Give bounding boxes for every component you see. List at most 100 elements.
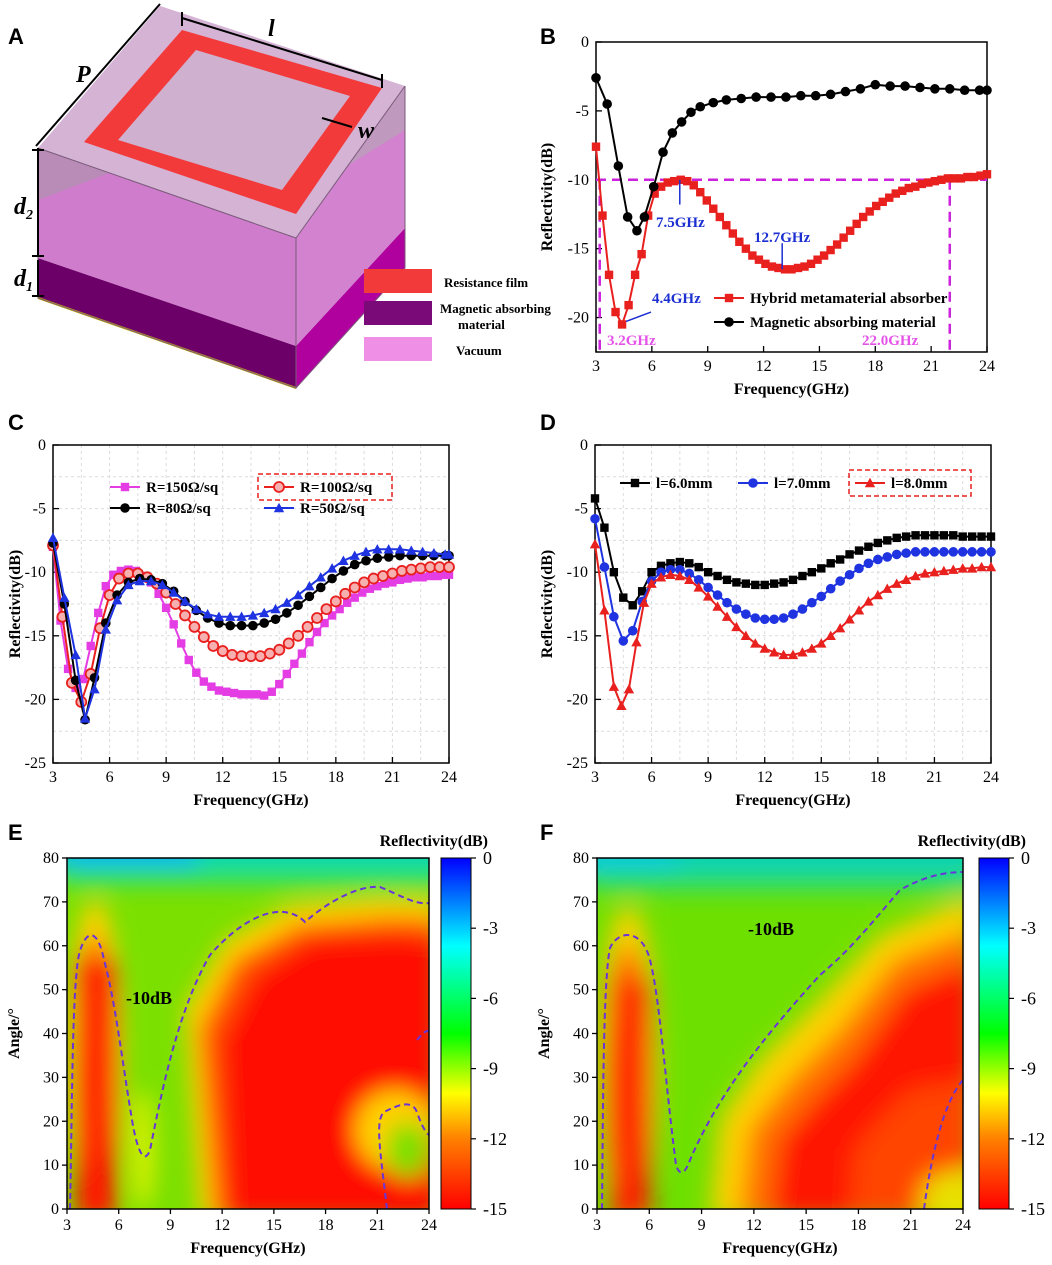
data-point xyxy=(225,611,236,621)
data-point xyxy=(712,590,723,600)
data-point xyxy=(169,620,178,629)
data-point xyxy=(852,219,861,229)
data-point xyxy=(229,688,239,698)
data-point xyxy=(901,548,911,558)
data-point xyxy=(202,608,213,619)
data-point xyxy=(810,90,821,101)
x-tick-label: 24 xyxy=(421,1217,437,1234)
data-point xyxy=(787,265,796,274)
data-point xyxy=(304,591,315,602)
x-tick-label: 21 xyxy=(923,358,939,375)
data-point xyxy=(406,545,417,555)
legend-r100-marker xyxy=(273,481,285,493)
data-point xyxy=(684,568,695,579)
panel-b-chart: B 3 6 9 12 15 18 21 24 -20 -15 -10 -5 0 Frequency(GHz… xyxy=(539,24,995,398)
data-point xyxy=(864,542,873,551)
panel-label-a: A xyxy=(8,24,24,49)
panel-f-heatmap: F -10dB 3 6 9 12 15 18 21 24 0 10 20 30 40 50 60 70 80 Fr… xyxy=(536,820,1045,1257)
y-tick-label: 0 xyxy=(580,437,588,454)
data-point xyxy=(686,107,696,118)
data-point xyxy=(134,575,145,586)
data-point xyxy=(872,201,881,211)
data-point xyxy=(623,684,635,694)
data-point xyxy=(882,583,893,593)
data-point xyxy=(694,562,703,572)
data-point xyxy=(817,564,826,573)
heatmap-f-field xyxy=(597,858,963,1209)
x-tick-label: 15 xyxy=(271,769,287,786)
data-point xyxy=(957,563,968,573)
data-point xyxy=(882,552,893,562)
panel-label-e: E xyxy=(8,820,23,845)
data-point xyxy=(915,82,925,93)
data-point xyxy=(929,547,940,557)
data-point xyxy=(443,561,455,574)
data-point xyxy=(417,546,428,557)
data-point xyxy=(395,575,405,585)
data-point xyxy=(270,603,281,614)
data-point xyxy=(236,620,247,631)
y-tick-label: -10 xyxy=(25,564,46,581)
data-point xyxy=(244,690,254,699)
data-point xyxy=(338,555,349,565)
data-point xyxy=(47,532,59,543)
x-tick-label: 18 xyxy=(318,1217,334,1234)
data-point xyxy=(109,570,118,579)
data-point xyxy=(750,638,761,648)
data-point xyxy=(930,176,940,186)
colorbar-tick-label: -6 xyxy=(1021,988,1036,1008)
data-point xyxy=(624,300,633,310)
data-point xyxy=(611,307,620,317)
data-point xyxy=(154,589,163,599)
x-tick-label: 21 xyxy=(926,769,942,786)
colorbar-tick-label: 0 xyxy=(483,848,492,868)
data-point xyxy=(982,170,992,179)
data-point xyxy=(350,593,359,602)
data-point xyxy=(270,614,281,625)
data-point xyxy=(787,649,799,660)
data-point xyxy=(976,547,987,557)
data-point xyxy=(840,86,851,97)
data-point xyxy=(854,546,864,555)
data-point xyxy=(929,567,940,577)
x-tick-label: 6 xyxy=(648,769,656,786)
data-point xyxy=(320,618,329,628)
data-point xyxy=(966,563,978,573)
data-point xyxy=(410,573,420,582)
data-point xyxy=(179,596,191,606)
dim-line-p xyxy=(35,3,161,147)
y-axis-title: Reflectivity(dB) xyxy=(7,550,24,658)
data-point xyxy=(616,700,627,710)
data-point xyxy=(709,204,718,213)
data-point xyxy=(797,604,808,614)
data-point xyxy=(781,92,791,102)
series-2 xyxy=(591,73,992,236)
data-point xyxy=(63,664,73,674)
legend-r50-marker xyxy=(273,502,285,513)
y-tick-label: 70 xyxy=(573,894,589,911)
data-point xyxy=(59,592,70,602)
data-point xyxy=(650,189,659,198)
label-d1: d1 xyxy=(14,266,33,295)
legend-label-vacuum: Vacuum xyxy=(456,343,502,358)
data-point xyxy=(813,255,822,264)
data-point xyxy=(825,630,836,640)
data-point xyxy=(123,579,134,590)
panel-label-c: C xyxy=(8,410,24,435)
y-axis-title: Reflectivity(dB) xyxy=(539,143,556,251)
y-tick-label: -15 xyxy=(25,628,46,645)
data-point xyxy=(290,659,299,668)
data-point xyxy=(245,650,257,663)
data-point xyxy=(213,611,225,621)
data-point xyxy=(188,620,201,633)
y-axis-title: Reflectivity(dB) xyxy=(539,550,556,658)
x-tick-label: 24 xyxy=(983,769,999,786)
data-point xyxy=(819,251,829,260)
colorbar-title: Reflectivity(dB) xyxy=(918,833,1026,850)
data-point xyxy=(383,552,394,562)
x-tick-label: 15 xyxy=(811,358,827,375)
data-point xyxy=(741,579,751,588)
data-point xyxy=(358,576,371,589)
data-point xyxy=(631,636,642,647)
data-point xyxy=(293,600,303,611)
